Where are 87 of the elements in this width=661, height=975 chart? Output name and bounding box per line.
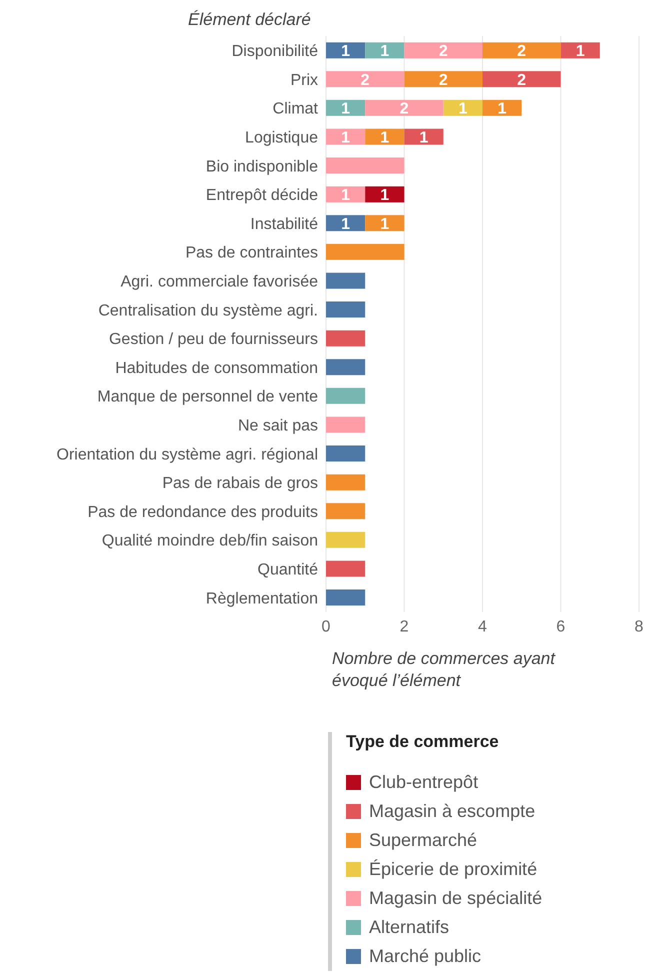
legend-label: Marché public: [368, 945, 482, 968]
x-tick-label: 2: [400, 618, 409, 636]
bar: [326, 302, 366, 318]
bar: [326, 42, 366, 58]
bar: [326, 158, 404, 174]
bar: [482, 42, 561, 58]
x-tick-label: 0: [322, 618, 331, 636]
bar: [326, 100, 366, 116]
y-tick-label: Climat: [272, 100, 319, 118]
y-tick-label: Pas de redondance des produits: [88, 504, 318, 521]
y-tick-label: Bio indisponible: [206, 158, 318, 176]
data-label: 1: [341, 43, 350, 60]
bar: [326, 416, 366, 433]
legend-title: Type de commerce: [346, 732, 500, 752]
bar: [443, 100, 482, 116]
bar: [404, 71, 482, 88]
y-axis-title: Élément déclaré: [188, 10, 311, 30]
bar: [365, 128, 404, 145]
data-label: 1: [341, 187, 350, 204]
bar: [482, 71, 561, 88]
data-label: 2: [438, 72, 448, 89]
bar: [326, 590, 366, 606]
bar: [404, 128, 444, 145]
data-label: 2: [360, 72, 370, 89]
y-tick-label: Entrepôt décide: [206, 187, 318, 204]
bar: [365, 215, 404, 232]
bar: [326, 532, 366, 548]
data-label: 2: [400, 100, 409, 118]
y-tick-label: Habitudes de consommation: [115, 360, 318, 377]
y-tick-label: Pas de rabais de gros: [162, 475, 318, 492]
y-tick-label: Agri. commerciale favorisée: [120, 273, 318, 290]
data-label: 2: [438, 43, 448, 60]
legend-label: Magasin à escompte: [368, 800, 536, 823]
bar: [560, 42, 600, 58]
bar: [365, 100, 444, 116]
legend-label: Club-entrepôt: [368, 771, 480, 794]
legend-label: Supermarché: [368, 829, 478, 852]
bar: [326, 215, 366, 232]
bar: [326, 244, 404, 260]
y-tick-label: Pas de contraintes: [185, 244, 318, 262]
legend-label: Magasin de spécialité: [368, 887, 544, 910]
bar: [365, 42, 404, 58]
data-label: 1: [341, 100, 350, 118]
data-label: 1: [498, 100, 507, 118]
bar: [326, 359, 366, 376]
y-tick-label: Règlementation: [206, 590, 318, 608]
y-tick-label: Ne sait pas: [238, 417, 318, 434]
data-label: 1: [380, 216, 390, 233]
x-tick-label: 6: [556, 618, 566, 636]
data-label: 1: [380, 187, 390, 204]
x-tick-label: 8: [634, 618, 644, 636]
bar: [326, 330, 366, 346]
data-label: 1: [458, 100, 468, 118]
y-tick-label: Prix: [290, 72, 318, 89]
y-tick-label: Instabilité: [250, 216, 318, 233]
y-tick-label: Quantité: [258, 561, 318, 578]
bar: [326, 128, 366, 145]
y-tick-label: Orientation du système agri. régional: [56, 446, 318, 464]
y-tick-label: Centralisation du système agri.: [98, 302, 318, 320]
data-label: 1: [576, 43, 585, 60]
bar: [404, 42, 482, 58]
y-tick-label: Manque de personnel de vente: [97, 388, 318, 406]
y-tick-label: Qualité moindre deb/fin saison: [102, 532, 318, 550]
bar: [326, 186, 366, 202]
data-label: 1: [419, 129, 428, 146]
legend-label: Alternatifs: [368, 916, 450, 939]
bar: [365, 186, 404, 202]
bar: [326, 560, 366, 577]
bar: [326, 388, 366, 404]
legend-label: Épicerie de proximité: [368, 858, 538, 881]
y-tick-label: Disponibilité: [232, 43, 318, 60]
bar: [326, 503, 366, 520]
data-label: 2: [517, 72, 526, 89]
data-label: 1: [341, 216, 350, 233]
bar: [326, 71, 404, 88]
y-tick-label: Logistique: [245, 129, 318, 146]
data-label: 1: [380, 129, 390, 146]
x-tick-label: 4: [478, 618, 488, 636]
bar: [326, 272, 366, 289]
data-label: 1: [341, 129, 350, 146]
x-axis-title: Nombre de commerces ayant évoqué l’élément: [332, 648, 556, 692]
y-tick-label: Gestion / peu de fournisseurs: [108, 331, 318, 348]
data-label: 1: [380, 43, 390, 60]
data-label: 2: [517, 43, 526, 60]
bar: [326, 474, 366, 490]
bar: [482, 100, 522, 116]
bar: [326, 446, 366, 462]
